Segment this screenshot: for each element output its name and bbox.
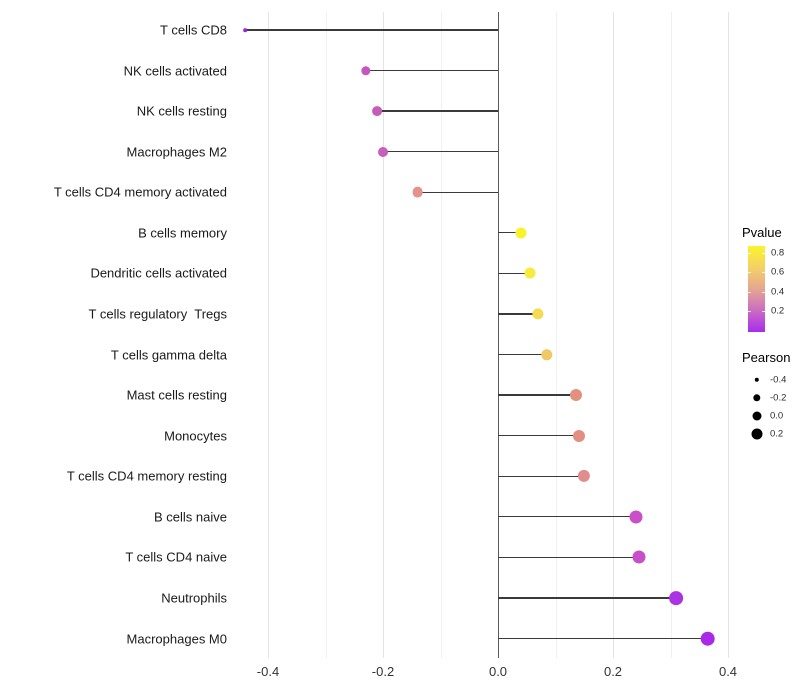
- lollipop-dot: [632, 550, 646, 564]
- pearson-legend-dot: [751, 428, 763, 440]
- lollipop-dot: [515, 227, 527, 239]
- major-gridline: [383, 12, 384, 658]
- pearson-legend-row: -0.4: [748, 371, 790, 389]
- category-label: Macrophages M0: [126, 631, 227, 647]
- lollipop-stem: [498, 353, 547, 356]
- gradient-tick-left: [748, 310, 751, 312]
- minor-gridline: [325, 12, 327, 658]
- category-label: B cells memory: [138, 225, 227, 241]
- category-label: T cells CD4 naive: [125, 549, 227, 565]
- lollipop-dot: [412, 186, 423, 198]
- category-label: Dendritic cells activated: [90, 265, 227, 281]
- lollipop-dot: [541, 348, 553, 361]
- pvalue-legend-title: Pvalue: [742, 225, 782, 240]
- lollipop-dot: [669, 591, 684, 605]
- pearson-legend-label: -0.4: [770, 374, 787, 386]
- pearson-legend-label: 0.0: [770, 410, 784, 422]
- minor-gridline: [670, 12, 672, 658]
- pearson-legend-dot: [754, 377, 760, 383]
- x-tick-label: 0.2: [603, 664, 623, 679]
- lollipop-dot: [569, 389, 582, 402]
- pvalue-tick-label: 0.8: [771, 247, 785, 259]
- lollipop-dot: [524, 267, 536, 279]
- pearson-legend-items: -0.4 -0.2 0.0 0.2: [748, 371, 790, 443]
- category-label: Monocytes: [164, 428, 227, 444]
- major-gridline: [728, 12, 729, 658]
- category-label: B cells naive: [154, 509, 227, 525]
- lollipop-stem: [417, 191, 498, 193]
- category-label: Mast cells resting: [126, 387, 227, 403]
- gradient-tick-left: [748, 272, 751, 274]
- lollipop-dot: [578, 470, 591, 483]
- lollipop-dot: [378, 146, 388, 157]
- category-label: T cells gamma delta: [110, 347, 227, 363]
- lollipop-dot: [243, 28, 247, 32]
- pearson-legend-title: Pearson: [742, 350, 791, 365]
- lollipop-stem: [498, 516, 636, 518]
- major-gridline: [268, 12, 269, 658]
- lollipop-stem: [245, 29, 498, 31]
- lollipop-stem: [365, 69, 498, 72]
- x-tick-label: -0.2: [371, 664, 395, 679]
- pearson-legend-row: -0.2: [748, 389, 790, 407]
- pearson-legend-label: 0.2: [770, 428, 784, 440]
- lollipop-dot: [372, 106, 383, 117]
- pearson-legend-row: 0.0: [748, 407, 790, 425]
- major-gridline: [613, 12, 614, 658]
- pvalue-tick-label: 0.4: [771, 286, 785, 298]
- lollipop-stem: [498, 232, 521, 234]
- lollipop-stem: [498, 272, 530, 275]
- lollipop-stem: [498, 475, 585, 477]
- pvalue-tick-label: 0.2: [771, 305, 785, 317]
- pearson-legend-row: 0.2: [748, 425, 790, 443]
- category-label: NK cells activated: [123, 63, 227, 79]
- lollipop-stem: [498, 394, 576, 396]
- lollipop-dot: [700, 631, 716, 646]
- gradient-tick-left: [748, 253, 751, 254]
- pearson-legend-label: -0.2: [770, 392, 787, 404]
- lollipop-stem: [498, 556, 639, 559]
- x-tick-label: 0.4: [718, 664, 738, 679]
- category-label: Macrophages M2: [126, 144, 227, 160]
- category-label: T cells CD4 memory activated: [53, 184, 227, 200]
- gradient-tick-right: [762, 253, 765, 254]
- lollipop-stem: [377, 110, 498, 112]
- lollipop-stem: [498, 435, 579, 437]
- pvalue-gradient-bar: 0.8 0.6 0.4 0.2: [748, 246, 784, 332]
- x-tick-label: -0.4: [256, 664, 280, 679]
- minor-gridline: [555, 12, 557, 658]
- category-label: NK cells resting: [136, 103, 227, 119]
- gradient-tick-right: [762, 291, 765, 293]
- gradient-tick-left: [748, 291, 751, 293]
- lollipop-stem: [383, 151, 498, 153]
- lollipop-stem: [498, 597, 677, 599]
- lollipop-dot: [361, 65, 371, 76]
- pearson-legend-dot: [753, 394, 761, 402]
- category-label: T cells CD8: [160, 22, 227, 38]
- pearson-size-legend: Pearson -0.4 -0.2 0.0 0.2: [742, 350, 790, 443]
- lollipop-dot: [532, 308, 544, 320]
- x-tick-label: 0.0: [488, 664, 508, 679]
- pvalue-tick-label: 0.6: [771, 266, 785, 278]
- lollipop-dot: [572, 429, 585, 442]
- lollipop-dot: [629, 510, 643, 524]
- minor-gridline: [440, 12, 442, 658]
- pearson-legend-dot: [752, 411, 762, 421]
- gradient-tick-right: [762, 272, 765, 274]
- category-label: Neutrophils: [161, 590, 227, 606]
- zero-axis-line: [498, 12, 499, 658]
- gradient-tick-right: [762, 310, 765, 312]
- category-label: T cells regulatory Tregs: [88, 306, 227, 322]
- category-label: T cells CD4 memory resting: [66, 468, 227, 484]
- lollipop-stem: [498, 637, 708, 640]
- lollipop-stem: [498, 313, 539, 315]
- pvalue-color-legend: Pvalue 0.8 0.6 0.4 0.2: [742, 225, 784, 332]
